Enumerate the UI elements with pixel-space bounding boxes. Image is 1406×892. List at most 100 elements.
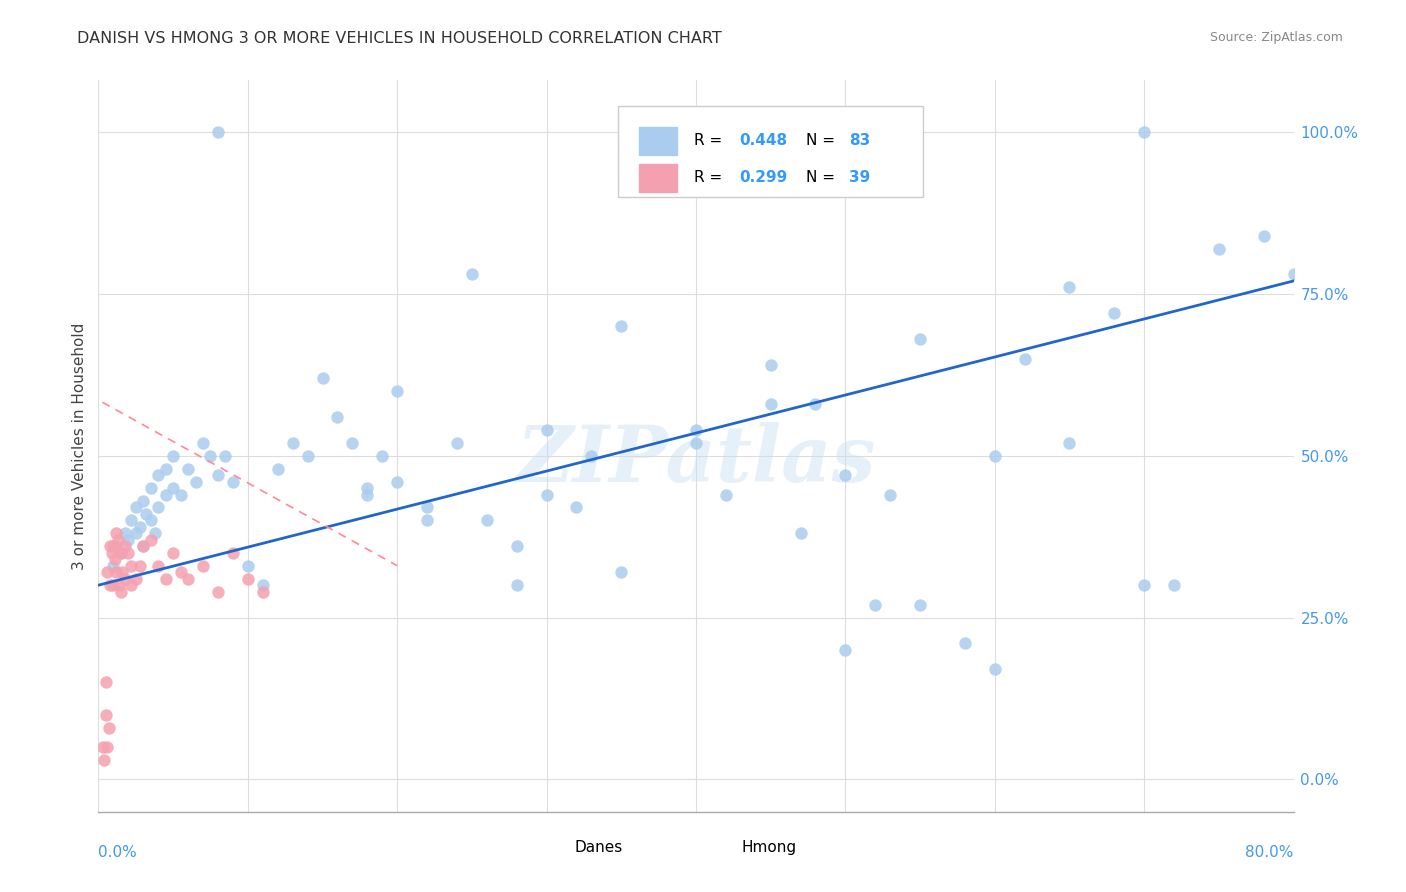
Point [789, 526, 811, 541]
Text: N =: N = [806, 169, 839, 185]
Point [416, 500, 439, 515]
Point [117, 533, 139, 547]
Point [565, 500, 588, 515]
Point [385, 475, 409, 489]
Point [1133, 125, 1156, 139]
Text: N =: N = [806, 133, 839, 147]
Point [1133, 578, 1156, 592]
Text: R =: R = [693, 169, 727, 185]
Point [1163, 578, 1185, 592]
Point [222, 475, 245, 489]
Point [953, 636, 976, 650]
FancyBboxPatch shape [538, 838, 568, 858]
Text: DANISH VS HMONG 3 OR MORE VEHICLES IN HOUSEHOLD CORRELATION CHART: DANISH VS HMONG 3 OR MORE VEHICLES IN HO… [77, 31, 723, 46]
Point [132, 494, 155, 508]
Point [1059, 435, 1081, 450]
Point [184, 475, 207, 489]
Point [125, 526, 148, 541]
Point [135, 507, 157, 521]
Point [129, 520, 152, 534]
Point [506, 578, 529, 592]
Point [1059, 280, 1081, 294]
Point [311, 371, 333, 385]
Point [236, 572, 259, 586]
Point [236, 558, 259, 573]
Point [97, 721, 120, 735]
Point [125, 572, 148, 586]
Point [104, 552, 127, 566]
Point [96, 566, 118, 580]
Point [581, 449, 603, 463]
Point [536, 487, 558, 501]
Point [506, 539, 529, 553]
Point [91, 739, 114, 754]
Point [416, 513, 439, 527]
Point [446, 435, 468, 450]
Point [162, 449, 184, 463]
Text: Danes: Danes [574, 840, 623, 855]
Text: Hmong: Hmong [741, 840, 797, 855]
Point [834, 468, 856, 483]
Text: Source: ZipAtlas.com: Source: ZipAtlas.com [1209, 31, 1343, 45]
Point [120, 558, 142, 573]
Point [105, 526, 128, 541]
Point [98, 539, 122, 553]
Point [98, 578, 122, 592]
Point [148, 500, 170, 515]
Point [103, 578, 125, 592]
Point [714, 487, 737, 501]
Point [103, 558, 125, 573]
Point [267, 461, 290, 475]
FancyBboxPatch shape [706, 838, 735, 858]
Point [984, 662, 1007, 676]
Point [475, 513, 498, 527]
Point [655, 145, 678, 159]
Point [1282, 268, 1305, 282]
Point [94, 707, 117, 722]
Point [117, 546, 139, 560]
Point [191, 435, 214, 450]
Point [162, 546, 184, 560]
Point [1104, 306, 1126, 320]
Text: 0.299: 0.299 [740, 169, 787, 185]
Point [536, 423, 558, 437]
Point [94, 675, 117, 690]
Text: ZIPatlas: ZIPatlas [516, 423, 876, 499]
Text: R =: R = [693, 133, 727, 147]
Point [610, 319, 633, 334]
Point [105, 539, 128, 553]
FancyBboxPatch shape [619, 106, 922, 197]
Point [1208, 242, 1230, 256]
Point [148, 558, 170, 573]
Point [342, 435, 364, 450]
Point [139, 513, 162, 527]
Point [759, 397, 782, 411]
Text: 0.448: 0.448 [740, 133, 787, 147]
Point [110, 546, 132, 560]
Point [107, 533, 129, 547]
Point [139, 533, 162, 547]
Point [148, 468, 170, 483]
Point [879, 487, 901, 501]
Point [143, 526, 166, 541]
Point [385, 384, 409, 398]
Point [191, 558, 214, 573]
Point [114, 572, 136, 586]
Point [1253, 228, 1275, 243]
Point [371, 449, 394, 463]
Point [114, 526, 136, 541]
Point [169, 566, 191, 580]
Point [610, 566, 633, 580]
Point [214, 449, 236, 463]
Point [169, 487, 191, 501]
Point [110, 546, 132, 560]
Point [865, 598, 887, 612]
Point [356, 487, 378, 501]
Point [834, 643, 856, 657]
Point [101, 546, 124, 560]
Point [461, 268, 484, 282]
Point [132, 539, 155, 553]
Text: 0.0%: 0.0% [98, 845, 138, 860]
Point [908, 332, 931, 346]
Point [281, 435, 304, 450]
